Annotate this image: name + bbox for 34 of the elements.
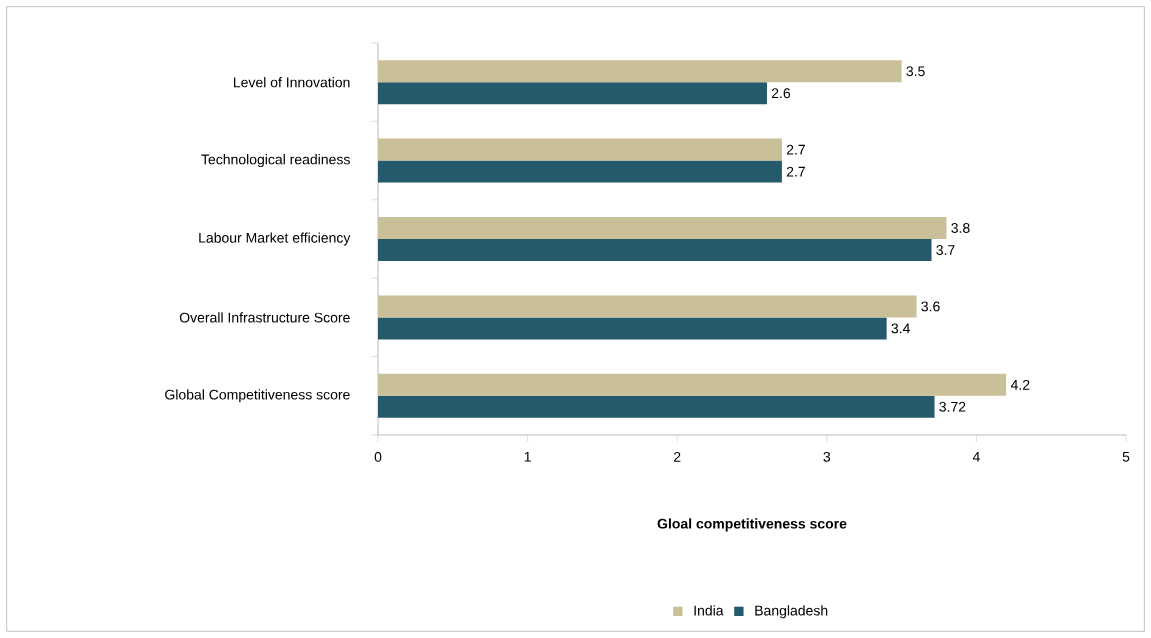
y-tick-label: Labour Market efficiency bbox=[199, 232, 351, 246]
bar bbox=[378, 216, 947, 239]
y-tick-label: Global Competitiveness score bbox=[165, 389, 350, 403]
bar bbox=[378, 138, 782, 161]
x-tick-label: 4 bbox=[972, 451, 980, 462]
bar bbox=[378, 373, 1007, 396]
bar bbox=[378, 295, 917, 318]
data-label: 2.6 bbox=[771, 88, 791, 99]
bar bbox=[378, 160, 782, 183]
bar bbox=[378, 60, 902, 83]
y-tick-label: Technological readiness bbox=[201, 154, 350, 168]
bar bbox=[378, 82, 767, 105]
data-label: 3.8 bbox=[951, 223, 970, 233]
x-tick-label: 1 bbox=[524, 451, 531, 462]
data-label: 3.5 bbox=[906, 66, 925, 77]
legend-label: India bbox=[694, 605, 724, 616]
data-label: 3.4 bbox=[891, 323, 910, 334]
x-axis-title: Gloal competitiveness score bbox=[657, 518, 847, 532]
data-label: 3.7 bbox=[936, 245, 955, 255]
data-label: 3.72 bbox=[939, 401, 966, 412]
x-tick-label: 3 bbox=[823, 451, 831, 462]
data-label: 2.7 bbox=[786, 144, 805, 155]
bar bbox=[378, 239, 932, 261]
y-tick-label: Level of Innovation bbox=[234, 77, 350, 88]
bar bbox=[378, 317, 887, 340]
data-label: 3.6 bbox=[921, 301, 940, 312]
data-label: 2.7 bbox=[786, 166, 805, 177]
x-tick-label: 2 bbox=[674, 451, 681, 462]
y-tick-label: Overall Infrastructure Score bbox=[179, 312, 350, 323]
bar bbox=[378, 395, 935, 418]
data-label: 4.2 bbox=[1010, 379, 1030, 390]
legend-label: Bangladesh bbox=[755, 605, 828, 619]
x-tick-label: 0 bbox=[374, 451, 382, 462]
x-tick-label: 5 bbox=[1122, 451, 1130, 462]
